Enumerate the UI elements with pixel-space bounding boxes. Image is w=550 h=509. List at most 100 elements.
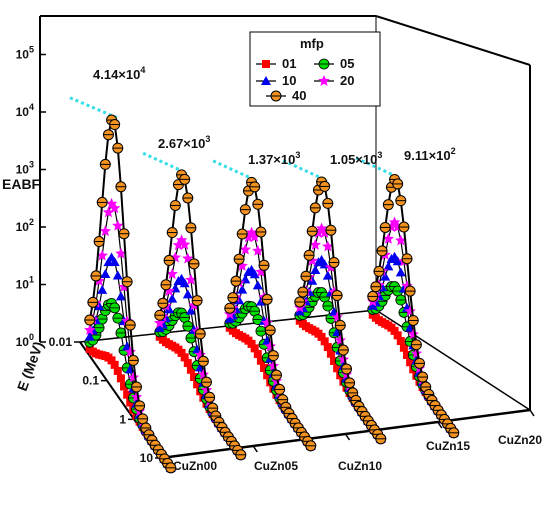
series-point-20 bbox=[315, 222, 328, 234]
series-point-01 bbox=[177, 348, 186, 357]
series-point-01 bbox=[180, 353, 189, 362]
series-point-01 bbox=[110, 360, 119, 369]
series-point-40 bbox=[325, 224, 337, 236]
series-point-20 bbox=[102, 206, 115, 218]
series-point-10 bbox=[157, 319, 168, 329]
series-point-20 bbox=[127, 371, 140, 383]
series-point-20 bbox=[236, 260, 248, 271]
peak-guide-line bbox=[142, 151, 188, 175]
series-point-01 bbox=[126, 398, 135, 407]
series-point-20 bbox=[166, 268, 178, 279]
series-point-10 bbox=[310, 265, 321, 275]
series-point-20 bbox=[407, 328, 419, 340]
series-point-40 bbox=[294, 296, 306, 308]
series-point-40 bbox=[194, 328, 206, 340]
legend-swatch-marker bbox=[262, 60, 270, 68]
series-point-40 bbox=[93, 236, 105, 248]
legend-item-10: 10 bbox=[256, 73, 296, 88]
series-point-05 bbox=[185, 332, 197, 344]
peak-guides bbox=[69, 96, 401, 183]
series-point-40 bbox=[200, 376, 212, 388]
peak-guide-line bbox=[212, 159, 258, 183]
energy-tick-label: 0.1 bbox=[82, 374, 99, 388]
series-point-40 bbox=[134, 400, 146, 412]
series-point-20 bbox=[306, 254, 318, 266]
series-point-10 bbox=[164, 304, 175, 314]
legend-label: 05 bbox=[340, 56, 354, 71]
legend-item-40: 40 bbox=[266, 88, 306, 103]
material-axis: CuZn00 CuZn05 CuZn10 CuZn15 CuZn20 bbox=[160, 409, 542, 473]
material-tick-mark bbox=[437, 421, 443, 429]
material-group-CuZn15 bbox=[294, 176, 387, 445]
series-point-40 bbox=[258, 259, 270, 271]
series-point-40 bbox=[344, 377, 356, 389]
series-point-40 bbox=[392, 178, 404, 190]
series-point-40 bbox=[375, 433, 387, 445]
series-point-40 bbox=[197, 355, 209, 367]
series-point-10 bbox=[307, 275, 318, 285]
series-point-40 bbox=[157, 297, 169, 309]
series-point-40 bbox=[398, 221, 410, 233]
series-point-40 bbox=[306, 225, 318, 237]
series-point-05 bbox=[109, 302, 121, 314]
peak-labels: 4.14×104 2.67×103 1.37×103 1.05×103 9.11×102 bbox=[93, 65, 456, 167]
series-point-40 bbox=[130, 381, 142, 393]
series-point-01 bbox=[393, 331, 402, 340]
series-point-40 bbox=[367, 290, 379, 302]
series-point-20 bbox=[99, 225, 111, 237]
legend-item-20: 20 bbox=[314, 73, 354, 88]
series-point-20 bbox=[337, 353, 350, 365]
series-point-40 bbox=[255, 226, 267, 238]
series-point-40 bbox=[154, 309, 166, 321]
series-point-10 bbox=[380, 271, 391, 281]
material-tick-mark bbox=[252, 445, 258, 453]
series-point-40 bbox=[417, 371, 429, 383]
series-point-10 bbox=[97, 284, 108, 294]
series-point-01 bbox=[247, 339, 256, 348]
series-point-10 bbox=[84, 331, 95, 341]
series-point-40 bbox=[413, 357, 425, 369]
series-point-20 bbox=[105, 197, 118, 209]
series-point-20 bbox=[382, 233, 394, 244]
series-point-40 bbox=[99, 158, 111, 170]
series-point-05 bbox=[115, 327, 127, 339]
series-point-05 bbox=[395, 294, 407, 306]
series-point-40 bbox=[102, 129, 114, 141]
y-tick-label: 105 bbox=[16, 45, 34, 62]
series-point-10 bbox=[167, 293, 178, 303]
material-group-CuZn10 bbox=[224, 176, 317, 452]
series-point-40 bbox=[115, 181, 127, 193]
y-axis: 100 101 102 103 104 105 bbox=[16, 45, 46, 349]
series-point-20 bbox=[319, 227, 331, 238]
series-point-40 bbox=[188, 258, 200, 270]
series-point-05 bbox=[112, 312, 124, 324]
series-point-10 bbox=[94, 301, 105, 311]
series-point-40 bbox=[300, 270, 312, 282]
series-point-40 bbox=[264, 324, 276, 336]
series-point-20 bbox=[322, 240, 334, 252]
legend-label: 10 bbox=[282, 73, 296, 88]
series-point-40 bbox=[328, 256, 340, 268]
legend-item-01: 01 bbox=[256, 56, 296, 71]
right-floor-back-edge bbox=[375, 309, 531, 411]
energy-tick-label: 1 bbox=[119, 412, 126, 426]
series-point-10 bbox=[234, 295, 245, 305]
series-point-40 bbox=[235, 449, 247, 461]
material-tick-mark bbox=[529, 409, 535, 417]
series-point-20 bbox=[154, 317, 166, 328]
series-point-40 bbox=[165, 462, 177, 474]
series-point-40 bbox=[118, 228, 130, 240]
series-point-40 bbox=[337, 344, 349, 356]
series-point-01 bbox=[263, 371, 272, 380]
series-point-20 bbox=[334, 334, 346, 346]
material-tick-label: CuZn00 bbox=[173, 459, 217, 473]
legend-swatch-marker bbox=[318, 58, 330, 70]
series-point-01 bbox=[390, 326, 399, 335]
series-point-01 bbox=[317, 332, 326, 341]
series-point-40 bbox=[230, 275, 242, 287]
material-tick-label: CuZn20 bbox=[498, 433, 542, 447]
series-point-20 bbox=[267, 360, 280, 371]
peak-value-label: 9.11×102 bbox=[404, 146, 456, 163]
series-point-40 bbox=[274, 383, 286, 395]
series-point-40 bbox=[407, 314, 419, 326]
